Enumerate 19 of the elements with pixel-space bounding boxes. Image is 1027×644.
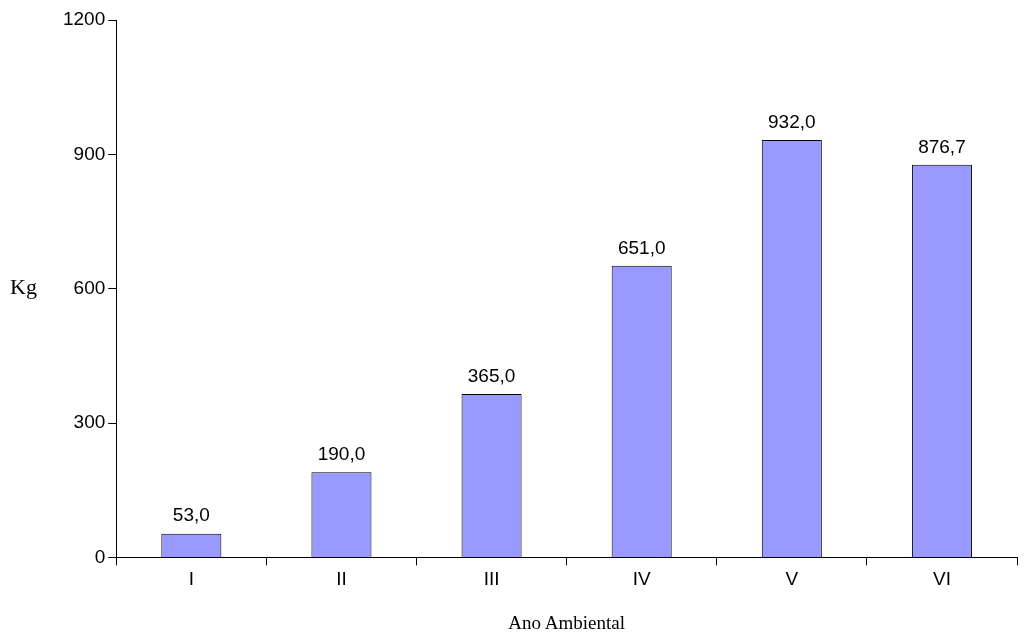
x-axis-title: Ano Ambiental — [508, 611, 625, 633]
data-label: 190,0 — [317, 443, 366, 465]
x-tick-label: IV — [632, 568, 651, 590]
y-tick-label: 0 — [94, 545, 106, 567]
y-tick-label: 600 — [73, 276, 106, 298]
x-tick-label: V — [785, 568, 799, 590]
x-tick-label: II — [336, 568, 347, 590]
data-label: 651,0 — [617, 236, 666, 258]
y-tick-label: 300 — [73, 411, 106, 433]
data-label: 876,7 — [918, 135, 966, 157]
data-label: 932,0 — [768, 110, 816, 132]
data-label: 365,0 — [467, 364, 516, 386]
x-tick-label: I — [188, 568, 194, 590]
y-tick-label: 900 — [73, 142, 106, 164]
x-tick-label: III — [483, 568, 500, 590]
y-axis-title: Kg — [10, 274, 37, 300]
data-label: 53,0 — [172, 504, 210, 526]
x-tick-label: VI — [932, 568, 951, 590]
y-tick-label: 1200 — [62, 8, 106, 30]
